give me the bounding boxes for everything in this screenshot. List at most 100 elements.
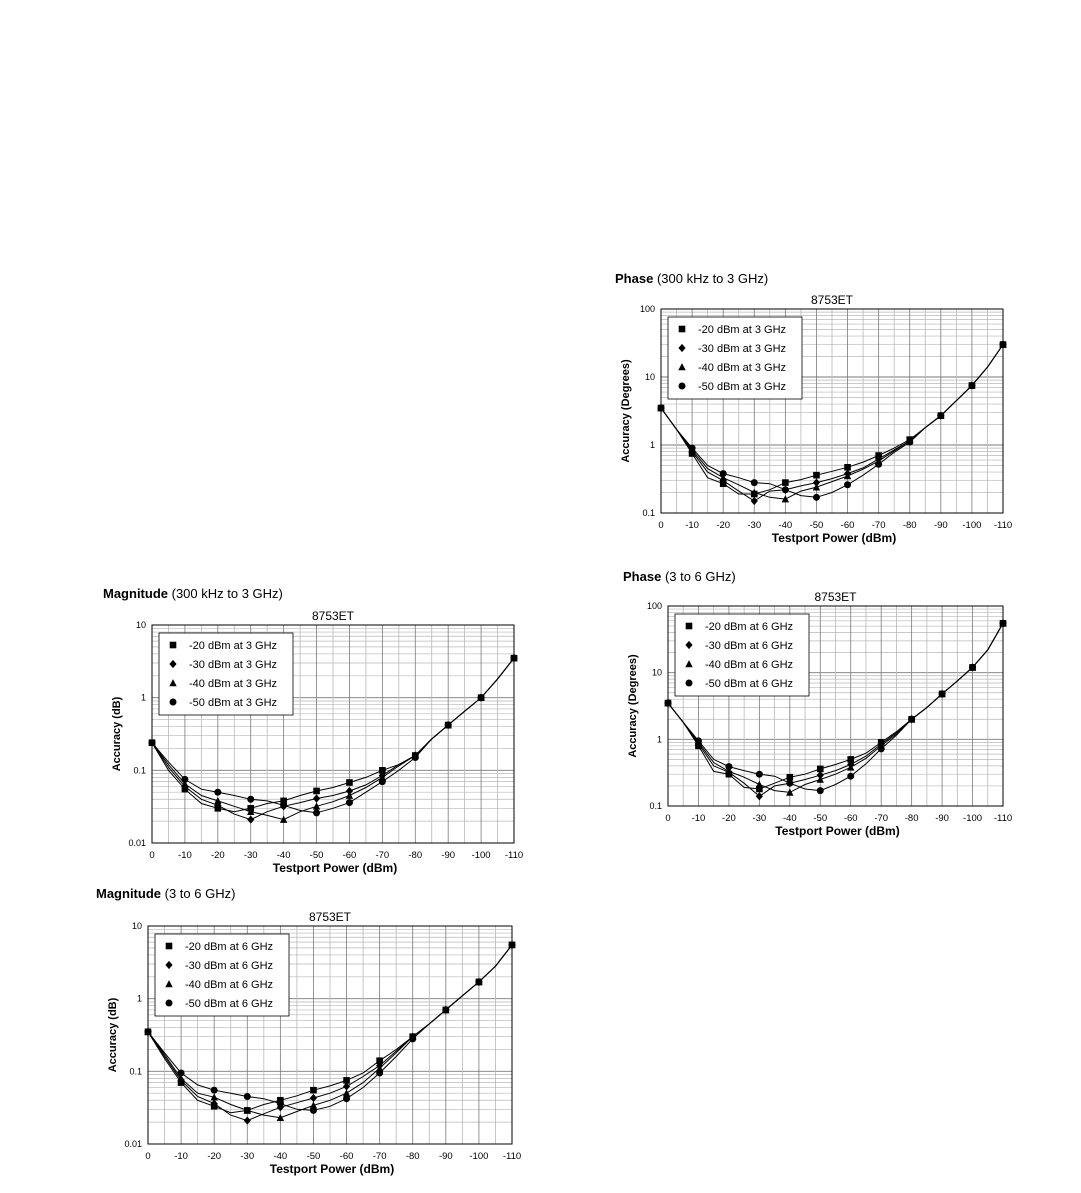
data-point (243, 1106, 251, 1114)
y-tick-label: 1 (657, 734, 662, 744)
x-tick-label: 0 (665, 813, 670, 824)
data-point (310, 1086, 317, 1094)
data-point (411, 754, 419, 762)
legend-marker (685, 660, 693, 668)
series-line (151, 657, 515, 814)
x-axis-label: Testport Power (dBm) (270, 1162, 394, 1176)
x-tick-label: -10 (178, 850, 192, 861)
data-point (280, 797, 287, 805)
x-tick-label: -60 (340, 1151, 354, 1162)
data-point (844, 481, 852, 489)
data-point (756, 785, 763, 793)
data-point (276, 1113, 285, 1122)
data-point (816, 771, 824, 780)
x-tick-label: -80 (406, 1151, 420, 1162)
y-axis-label: Accuracy (dB) (107, 997, 119, 1072)
x-axis-label: Testport Power (dBm) (772, 531, 896, 545)
data-point (786, 779, 794, 787)
legend-marker (169, 641, 177, 649)
legend-label: -20 dBm at 6 GHz (705, 621, 793, 633)
data-point (750, 479, 758, 487)
chart-title: 8753ET (811, 293, 854, 307)
data-point (725, 767, 733, 775)
x-tick-label: -90 (935, 813, 949, 824)
data-point (276, 1100, 284, 1108)
chart-heading: Magnitude (3 to 6 GHz) (96, 886, 235, 901)
data-point (309, 1093, 318, 1103)
data-point (999, 619, 1007, 627)
data-point (280, 801, 288, 809)
data-point (843, 472, 852, 480)
data-point (782, 479, 789, 486)
x-tick-label: 0 (658, 520, 663, 531)
data-point (309, 1106, 317, 1114)
y-tick-label: 10 (136, 620, 146, 630)
x-tick-label: -80 (903, 520, 917, 531)
y-tick-label: 0.01 (128, 838, 146, 848)
data-point (312, 802, 321, 810)
data-point (999, 341, 1007, 349)
data-point (309, 1101, 318, 1109)
x-tick-label: -110 (994, 813, 1012, 824)
y-axis-label: Accuracy (Degrees) (627, 654, 639, 758)
x-tick-label: -90 (439, 1151, 453, 1162)
x-axis-label: Testport Power (dBm) (775, 824, 899, 838)
data-point (813, 471, 820, 479)
x-tick-label: -100 (472, 850, 491, 861)
data-point (210, 1086, 218, 1094)
x-tick-label: -60 (844, 813, 858, 824)
chart-heading-range: (3 to 6 GHz) (164, 886, 236, 901)
data-point (847, 763, 855, 771)
x-tick-label: 0 (149, 850, 154, 861)
legend-marker (678, 382, 686, 390)
data-point (442, 1006, 450, 1014)
x-tick-label: -20 (207, 1151, 221, 1162)
legend-label: -40 dBm at 3 GHz (189, 678, 277, 690)
legend-label: -20 dBm at 6 GHz (185, 941, 273, 953)
data-point (812, 483, 821, 491)
data-point (313, 787, 320, 795)
x-tick-label: -20 (211, 850, 225, 861)
data-point (345, 786, 354, 796)
chart-heading-bold: Phase (623, 569, 662, 584)
y-tick-label: 100 (640, 304, 655, 314)
x-tick-label: -70 (373, 1151, 387, 1162)
chart-heading-bold: Phase (615, 271, 654, 286)
y-tick-label: 0.1 (642, 508, 655, 518)
data-point (181, 780, 189, 788)
x-tick-label: -110 (505, 850, 523, 861)
legend (674, 613, 810, 697)
x-tick-label: -80 (408, 850, 422, 861)
data-point (908, 715, 916, 723)
data-point (148, 739, 156, 747)
x-tick-label: -50 (310, 850, 324, 861)
data-point (376, 1057, 383, 1065)
legend-marker (678, 363, 686, 371)
chart-heading: Phase (300 kHz to 3 GHz) (615, 271, 768, 286)
y-tick-label: 0.1 (649, 801, 662, 811)
data-point (750, 488, 758, 496)
x-tick-label: -30 (752, 813, 766, 824)
data-point (313, 809, 321, 817)
data-point (847, 772, 855, 780)
data-point (508, 941, 516, 949)
data-point (816, 765, 824, 773)
x-tick-label: -100 (963, 813, 982, 824)
legend-marker (685, 622, 693, 630)
data-point (375, 1064, 384, 1072)
y-tick-label: 1 (141, 693, 146, 703)
data-point (210, 1099, 218, 1108)
plot-frame (151, 624, 515, 844)
data-point (345, 791, 354, 799)
x-tick-label: -30 (240, 1151, 254, 1162)
y-tick-label: 0.1 (129, 1066, 142, 1076)
data-point (510, 654, 518, 662)
y-tick-label: 10 (645, 372, 655, 382)
data-point (144, 1028, 152, 1036)
y-axis-label: Accuracy (Degrees) (620, 359, 632, 463)
x-tick-label: -30 (244, 850, 258, 861)
y-tick-label: 0.01 (124, 1139, 142, 1149)
x-tick-label: -10 (685, 520, 699, 531)
y-tick-label: 100 (647, 601, 662, 611)
y-tick-label: 10 (132, 921, 142, 931)
